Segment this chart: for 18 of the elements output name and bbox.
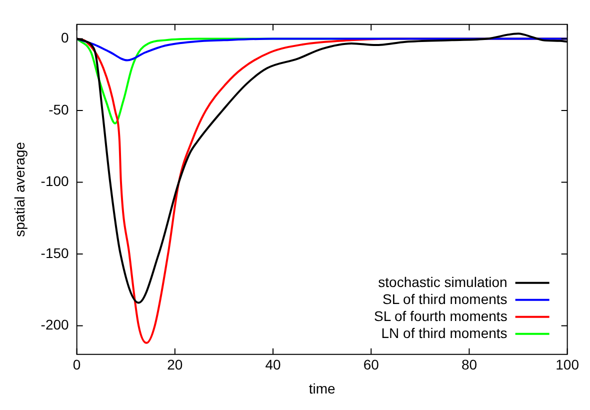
legend-label: SL of fourth moments	[374, 308, 508, 324]
x-tick-label: 60	[363, 356, 380, 373]
y-axis-title: spatial average	[11, 142, 28, 237]
x-tick-label: 0	[72, 356, 81, 373]
y-tick-label: -100	[40, 173, 70, 190]
legend-label: LN of third moments	[381, 324, 508, 341]
x-axis-title: time	[308, 380, 336, 396]
y-tick-label: 0	[61, 30, 70, 46]
y-tick-label: -200	[40, 316, 70, 333]
x-tick-label: 80	[461, 356, 478, 373]
x-tick-label: 20	[167, 356, 183, 373]
line-series	[76, 38, 568, 62]
y-tick-label: -50	[48, 101, 70, 118]
x-tick-label: 100	[556, 356, 580, 373]
legend-label: stochastic simulation	[378, 274, 508, 290]
legend-label: SL of third moments	[382, 290, 508, 307]
x-tick-label: 40	[265, 356, 282, 373]
y-tick-label: -150	[40, 244, 70, 261]
